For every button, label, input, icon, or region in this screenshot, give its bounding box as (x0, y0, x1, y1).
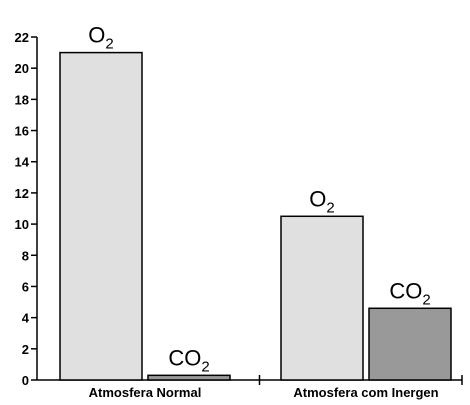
y-tick-label: 20 (15, 61, 29, 76)
y-tick-label: 18 (15, 92, 29, 107)
y-tick-label: 14 (15, 155, 30, 170)
bar-labels: O2 CO2 O2 CO2 (88, 23, 430, 376)
bar (147, 374, 231, 381)
y-tick-label: 6 (22, 279, 29, 294)
bar (59, 51, 143, 381)
x-category-label: Atmosfera com Inergen (293, 385, 438, 400)
bar-label: O2 (88, 23, 113, 53)
bar-label: O2 (309, 186, 334, 216)
y-tick-label: 22 (15, 30, 29, 45)
y-tick-label: 2 (22, 342, 29, 357)
bar (368, 307, 452, 381)
bar-label: CO2 (389, 278, 430, 308)
y-tick-label: 0 (22, 373, 29, 388)
bar (280, 215, 364, 381)
axes: 0 2 4 6 8 10 12 14 16 18 20 22 Atmosfera Normal Atmos… (15, 30, 463, 400)
y-tick-label: 4 (22, 311, 30, 326)
y-tick-label: 12 (15, 186, 29, 201)
y-tick-label: 8 (22, 248, 29, 263)
bar-label: CO2 (168, 345, 209, 375)
x-category-label: Atmosfera Normal (89, 385, 202, 400)
y-tick-label: 16 (15, 124, 29, 139)
y-tick-label: 10 (15, 217, 29, 232)
bars (59, 51, 452, 381)
